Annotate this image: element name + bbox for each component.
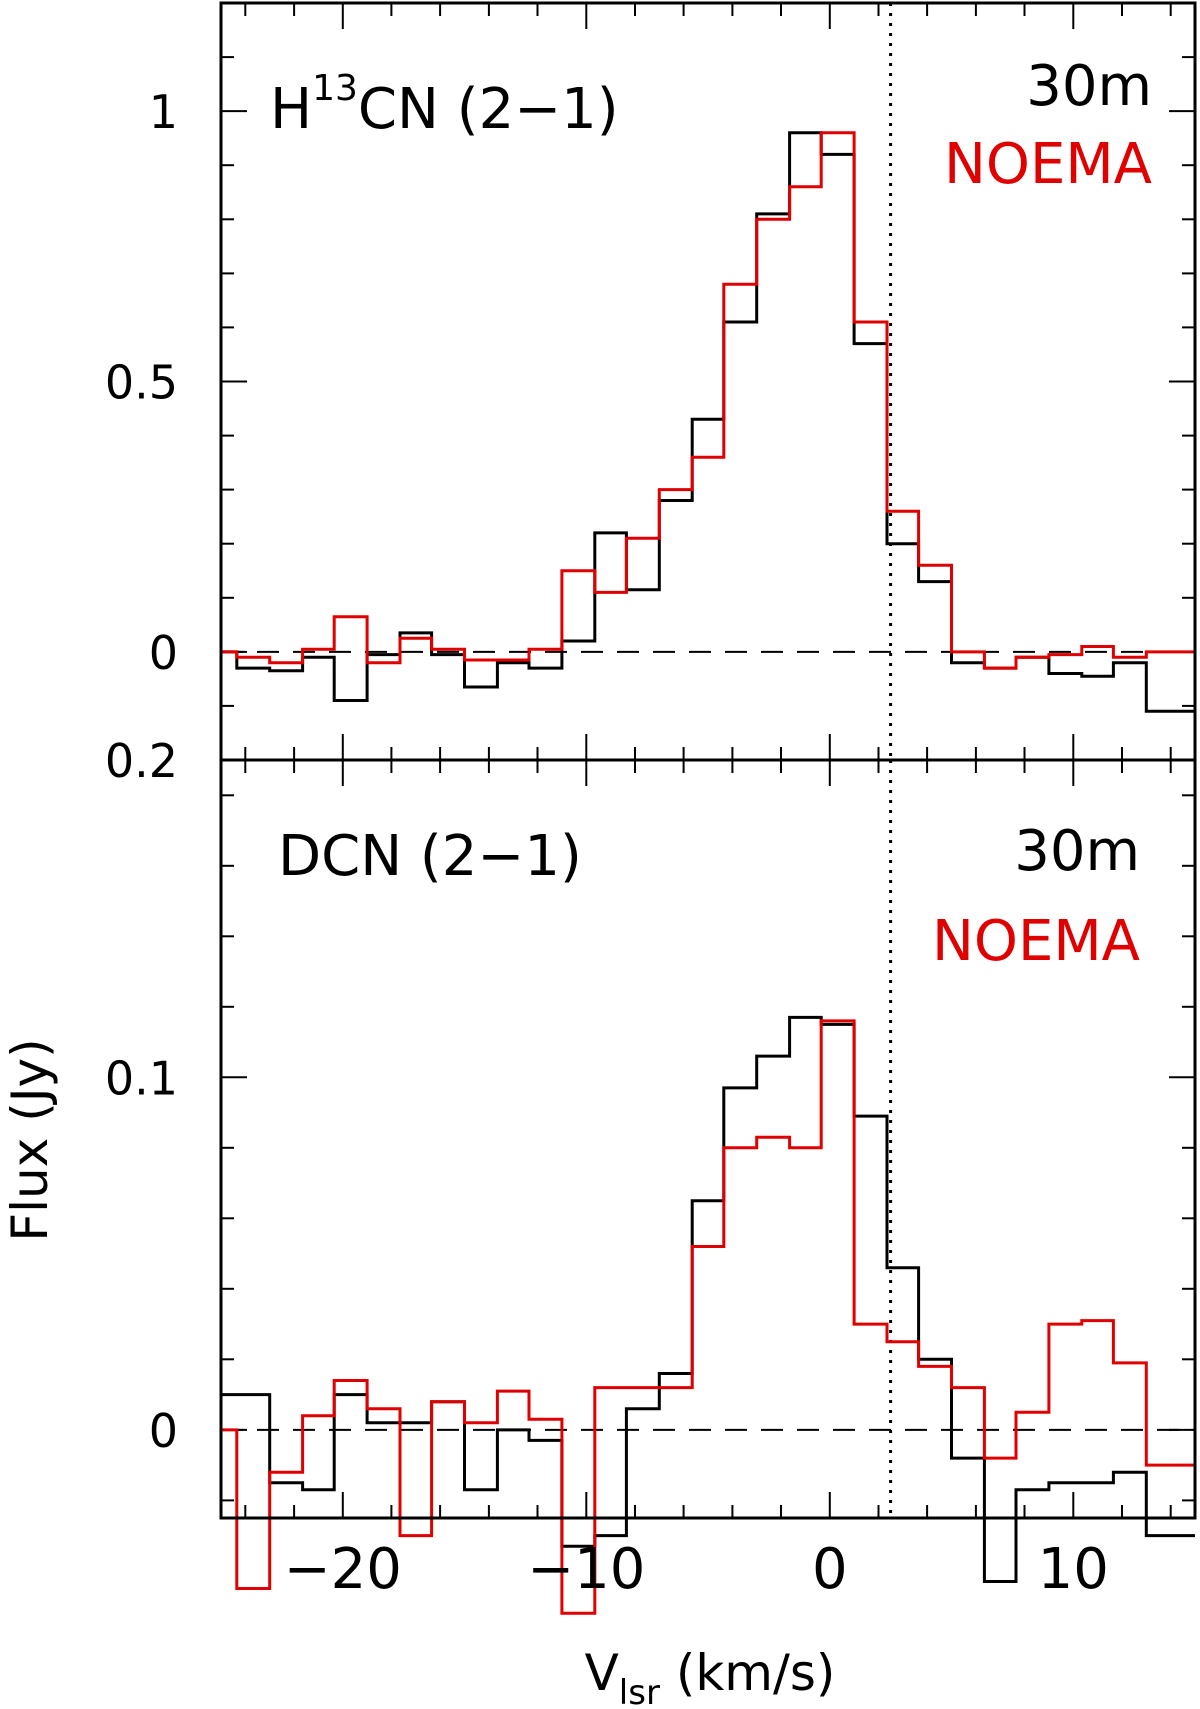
x-axis-label-units: (km/s) [660,1644,835,1702]
panel-title-sup: 13 [312,68,358,109]
legend-30m: 30m [1014,819,1140,884]
panel-title: H13CN (2−1) [270,68,619,142]
y-tick-label: 0.1 [105,1051,178,1105]
series-noema-line [221,131,1195,670]
panels: 0 0.5 1 0.2 H13CN (2−1) 30m NOEMA 0 0.1 DCN (2−1)… [105,1,1197,1615]
y-axis-label: Flux (Jy) [1,1038,59,1241]
panel-title-main: H [270,77,312,142]
y-tick-label: 0 [149,626,178,680]
x-tick-label: 0 [812,1537,848,1602]
panel-frame [219,758,1197,1520]
panel-title-rest: CN (2−1) [358,77,619,142]
y-tick-label: 1 [149,85,178,139]
series-30m-line [221,1015,1195,1583]
x-axis-label-main: V [585,1644,619,1702]
x-tick-label: 10 [1038,1537,1109,1602]
y-tick-label: 0 [149,1404,178,1458]
y-tick-label-extra: 0.2 [105,734,178,788]
legend-noema: NOEMA [932,909,1140,974]
x-axis-label-sub: lsr [619,1673,660,1709]
legend-noema: NOEMA [944,132,1152,197]
panel-title: DCN (2−1) [278,824,582,889]
y-tick-label: 0.5 [105,356,178,410]
x-axis-label: Vlsr (km/s) [585,1644,836,1709]
x-tick-label: −10 [527,1537,645,1602]
panel-2: 0 0.1 DCN (2−1) 30m NOEMA [105,758,1197,1615]
x-tick-label: −20 [284,1537,402,1602]
panel-1: 0 0.5 1 0.2 H13CN (2−1) 30m NOEMA [105,1,1197,788]
legend-30m: 30m [1026,54,1152,119]
series-noema-line [221,1019,1195,1615]
